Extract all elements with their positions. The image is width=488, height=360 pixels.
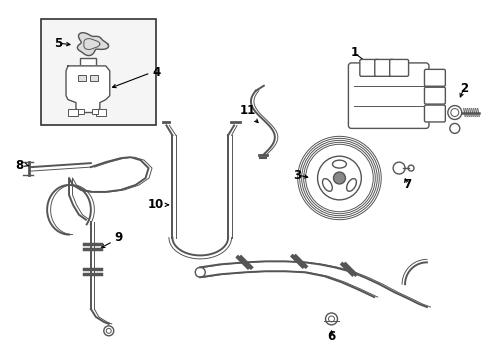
- Bar: [68, 109, 78, 117]
- Text: 1: 1: [349, 46, 358, 59]
- FancyBboxPatch shape: [374, 59, 393, 76]
- Text: 7: 7: [402, 179, 410, 192]
- Circle shape: [333, 172, 345, 184]
- Bar: [78, 109, 84, 113]
- Polygon shape: [66, 66, 109, 113]
- Text: 11: 11: [240, 104, 256, 117]
- Bar: [90, 75, 98, 81]
- FancyBboxPatch shape: [424, 105, 445, 122]
- Bar: [80, 58, 96, 66]
- Bar: [96, 109, 105, 117]
- Bar: [41, 19, 155, 125]
- Ellipse shape: [322, 179, 332, 191]
- Text: 3: 3: [293, 168, 301, 181]
- Circle shape: [449, 123, 459, 133]
- FancyBboxPatch shape: [424, 69, 445, 86]
- Text: 5: 5: [54, 37, 62, 50]
- Circle shape: [447, 105, 461, 120]
- FancyBboxPatch shape: [389, 59, 408, 76]
- Text: 4: 4: [152, 66, 161, 79]
- FancyBboxPatch shape: [347, 63, 428, 129]
- Bar: [92, 109, 98, 113]
- FancyBboxPatch shape: [424, 87, 445, 104]
- Text: 10: 10: [147, 198, 163, 211]
- Text: 2: 2: [459, 82, 467, 95]
- Ellipse shape: [332, 160, 346, 168]
- Text: 6: 6: [326, 330, 335, 343]
- Bar: [78, 75, 86, 81]
- FancyBboxPatch shape: [359, 59, 378, 76]
- Polygon shape: [77, 33, 108, 55]
- Text: 8: 8: [15, 159, 23, 172]
- Ellipse shape: [346, 179, 356, 191]
- Text: 9: 9: [114, 231, 122, 244]
